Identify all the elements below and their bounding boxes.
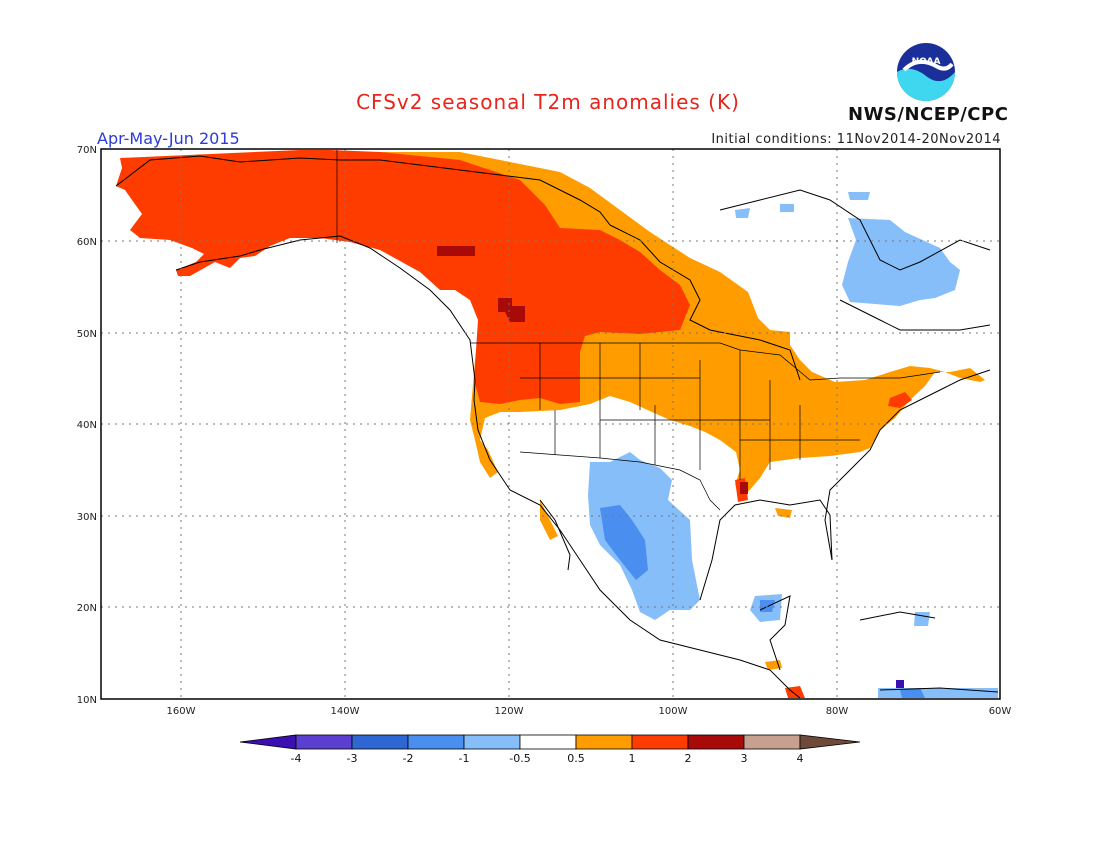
lon-label: 140W: [331, 706, 360, 717]
colorbar-label: 3: [741, 752, 748, 765]
colorbar-label: 0.5: [567, 752, 585, 765]
field-red: [116, 150, 912, 698]
colorbar-labels: -4 -3 -2 -1 -0.5 0.5 1 2 3 4: [291, 752, 804, 765]
lon-label: 80W: [826, 706, 849, 717]
colorbar-label: -1: [459, 752, 470, 765]
coastlines: [115, 155, 999, 699]
lon-label: 120W: [495, 706, 524, 717]
colorbar-swatch: [295, 734, 353, 750]
colorbar-swatch: [743, 734, 801, 750]
colorbar-label: 4: [797, 752, 804, 765]
colorbar-swatch: [463, 734, 521, 750]
political-borders: [336, 150, 941, 511]
colorbar-label: 1: [629, 752, 636, 765]
lon-label: 60W: [989, 706, 1012, 717]
lat-label: 50N: [77, 329, 97, 340]
lon-label: 160W: [167, 706, 196, 717]
colorbar-arrow-right: [799, 734, 861, 750]
field-blue: [600, 505, 925, 698]
colorbar-arrow-left: [239, 734, 297, 750]
colorbar-swatch: [407, 734, 465, 750]
initial-conditions: Initial conditions: 11Nov2014-20Nov2014: [711, 132, 1001, 147]
logo-text: NOAA: [912, 57, 941, 67]
gridlines: [101, 149, 1000, 699]
field-purple: [896, 680, 904, 688]
map-frame: [100, 148, 1001, 700]
noaa-logo-icon: NOAA: [897, 43, 955, 101]
forecast-period: Apr-May-Jun 2015: [97, 129, 240, 148]
colorbar-swatch: [631, 734, 689, 750]
colorbar-label: 2: [685, 752, 692, 765]
lat-label: 20N: [77, 603, 97, 614]
lat-label: 70N: [77, 145, 97, 156]
colorbar-swatch: [351, 734, 409, 750]
anomaly-fields: [116, 150, 998, 698]
field-darkred: [437, 246, 748, 494]
lat-label: 60N: [77, 237, 97, 248]
colorbar-label: -3: [347, 752, 358, 765]
field-lightblue: [588, 192, 998, 698]
colorbar-label: -0.5: [509, 752, 530, 765]
colorbar-label: -2: [403, 752, 414, 765]
map-title: CFSv2 seasonal T2m anomalies (K): [356, 90, 740, 114]
colorbar-label: -4: [291, 752, 302, 765]
colorbar: [239, 734, 861, 750]
lat-label: 30N: [77, 512, 97, 523]
agency-label: NWS/NCEP/CPC: [848, 104, 1009, 125]
lon-label: 100W: [659, 706, 688, 717]
colorbar-swatch: [687, 734, 745, 750]
lat-label: 40N: [77, 420, 97, 431]
colorbar-swatch: [575, 734, 633, 750]
lat-label: 10N: [77, 695, 97, 706]
colorbar-swatch: [519, 734, 577, 750]
